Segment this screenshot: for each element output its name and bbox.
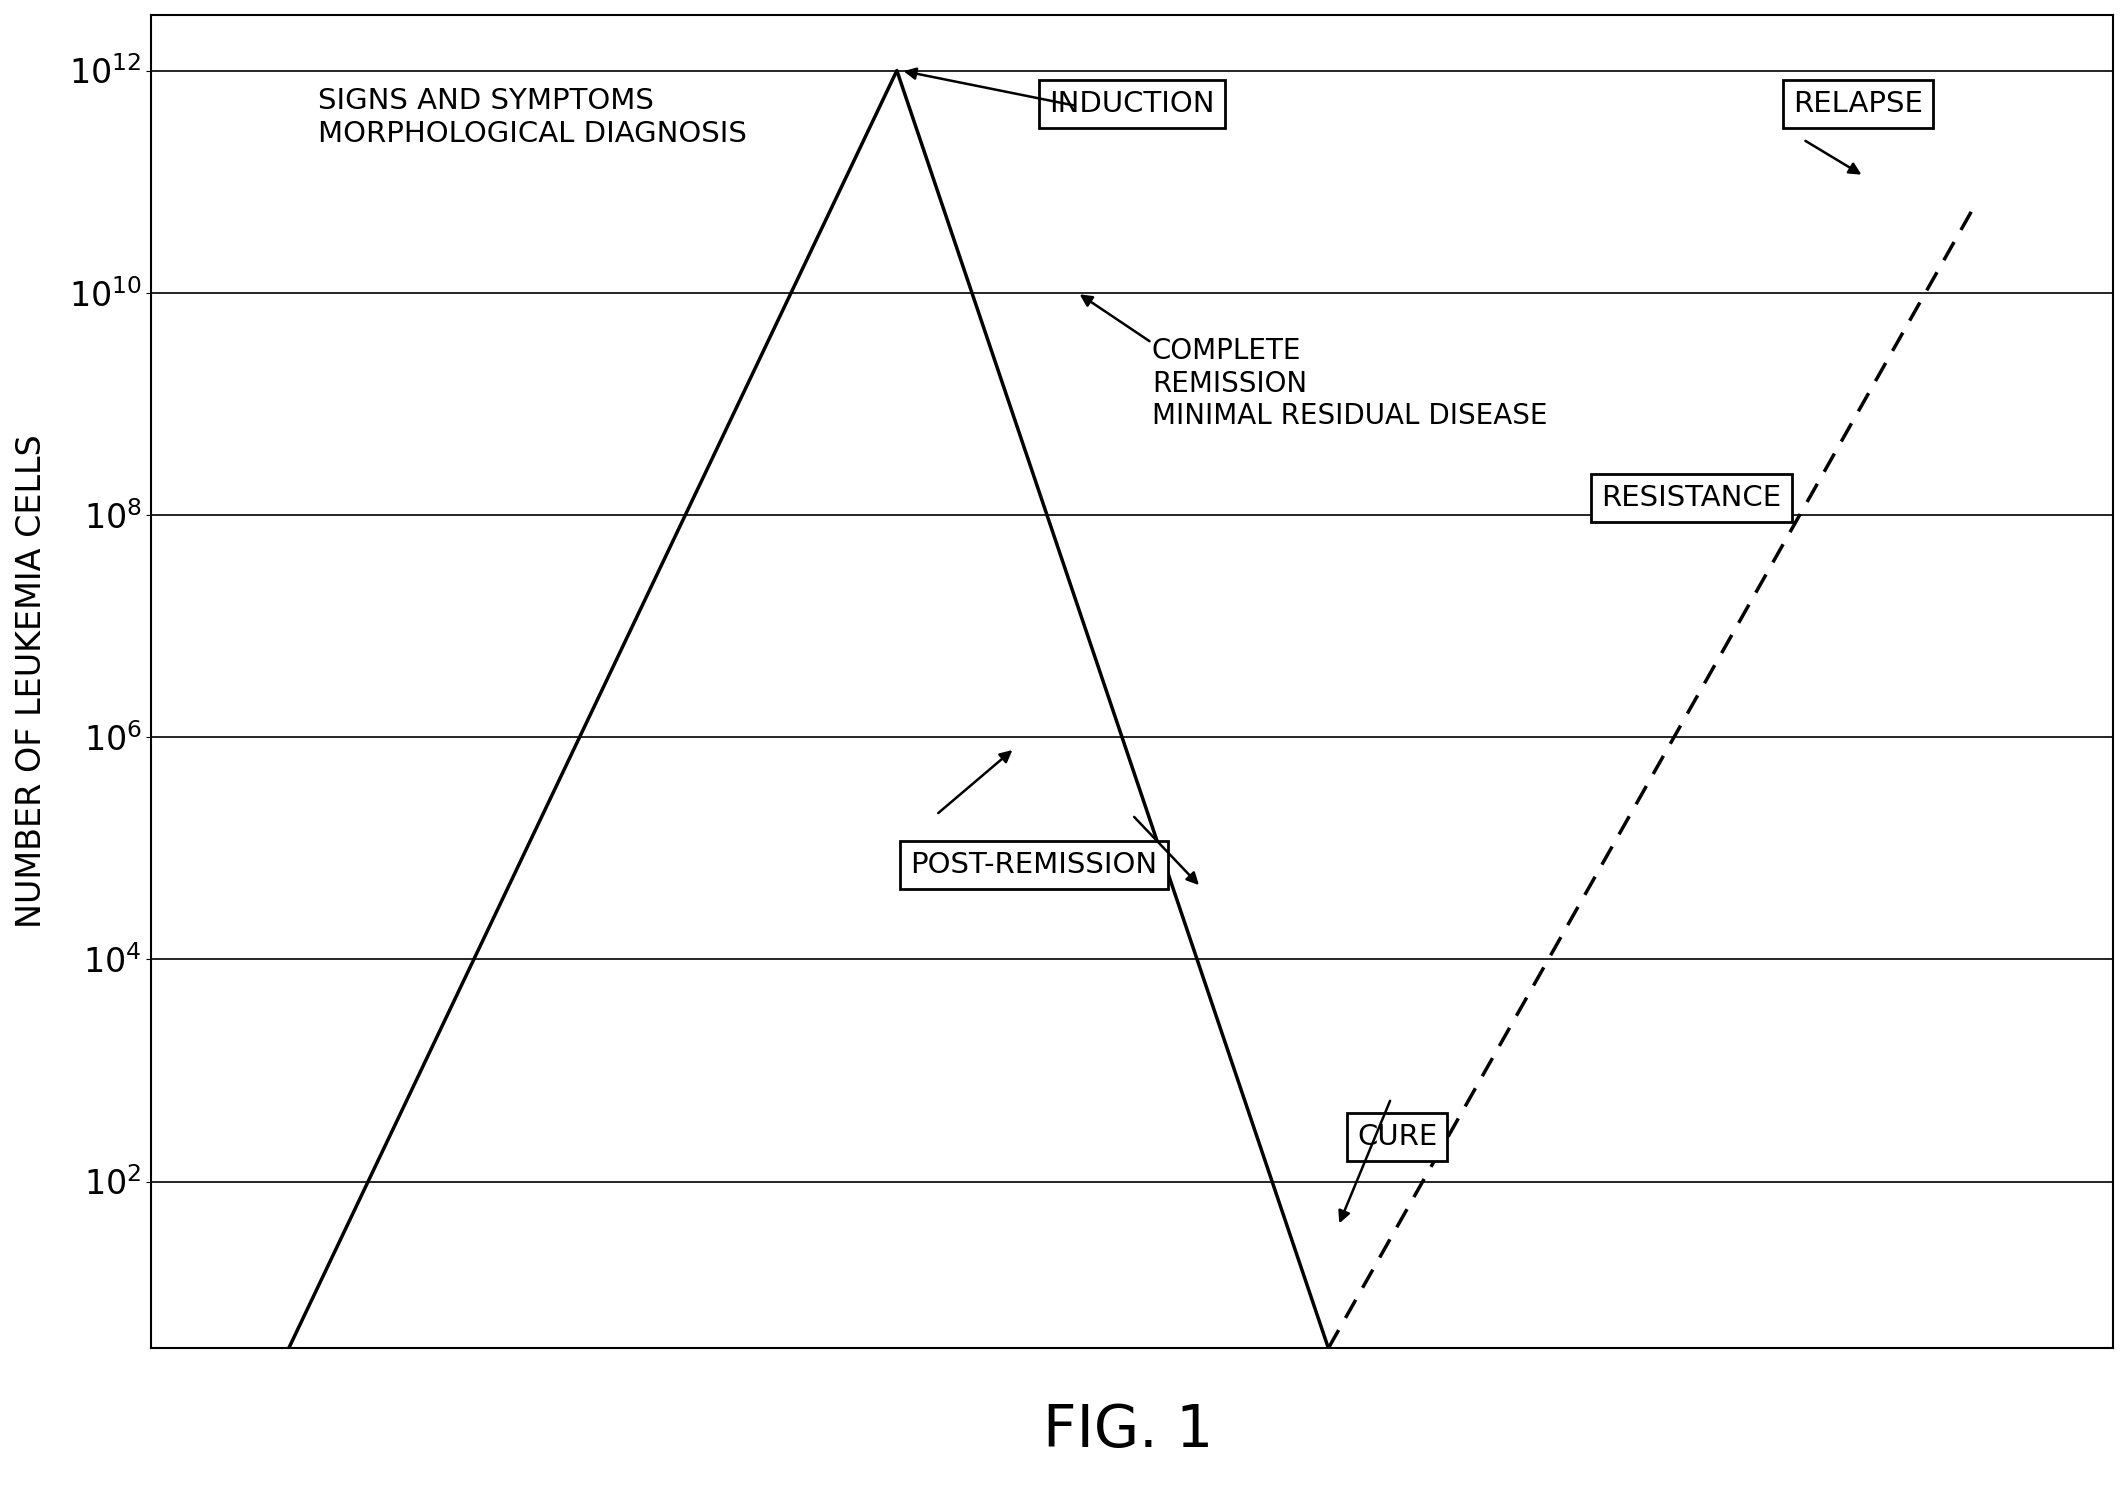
Y-axis label: NUMBER OF LEUKEMIA CELLS: NUMBER OF LEUKEMIA CELLS xyxy=(15,434,49,929)
Text: FIG. 1: FIG. 1 xyxy=(1043,1402,1213,1459)
Text: SIGNS AND SYMPTOMS
MORPHOLOGICAL DIAGNOSIS: SIGNS AND SYMPTOMS MORPHOLOGICAL DIAGNOS… xyxy=(319,87,747,148)
Text: CURE: CURE xyxy=(1358,1124,1436,1150)
Text: INDUCTION: INDUCTION xyxy=(1049,90,1215,118)
Text: RELAPSE: RELAPSE xyxy=(1794,90,1924,118)
Text: POST-REMISSION: POST-REMISSION xyxy=(911,851,1158,879)
Text: COMPLETE
REMISSION
MINIMAL RESIDUAL DISEASE: COMPLETE REMISSION MINIMAL RESIDUAL DISE… xyxy=(1151,337,1547,430)
Text: RESISTANCE: RESISTANCE xyxy=(1600,484,1781,512)
